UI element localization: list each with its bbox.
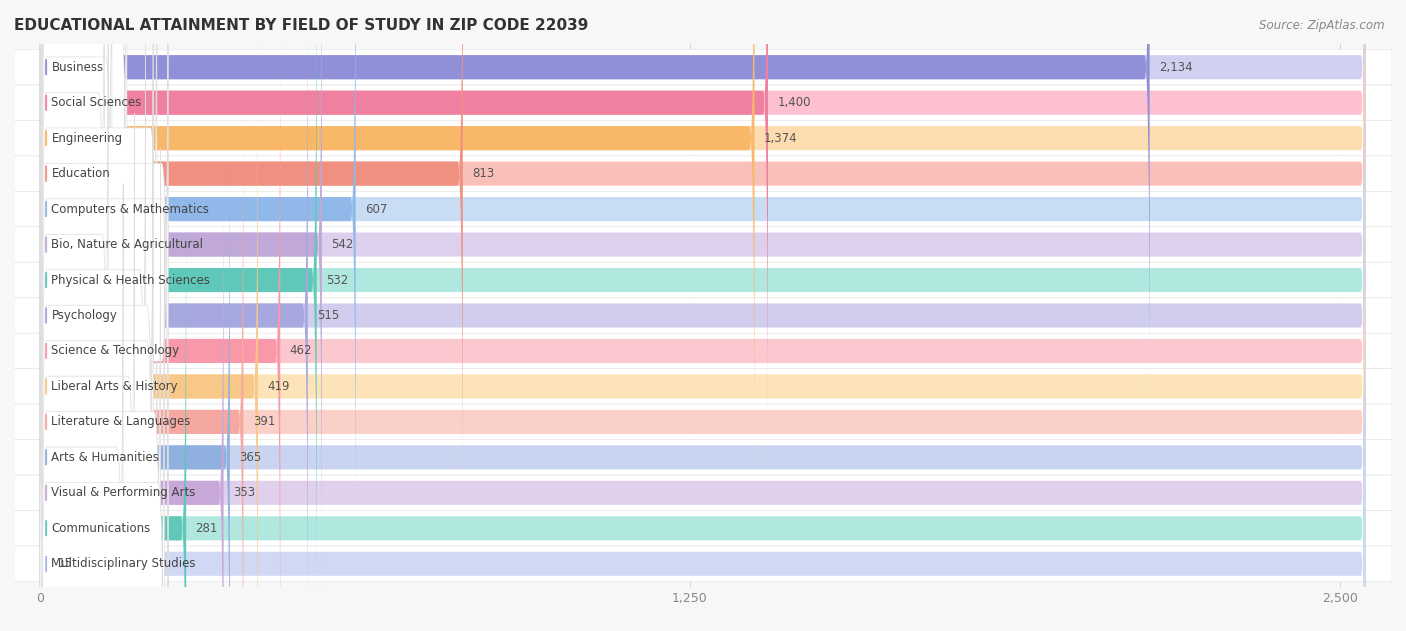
Text: Communications: Communications (52, 522, 150, 535)
Text: 1,400: 1,400 (778, 96, 811, 109)
Text: Arts & Humanities: Arts & Humanities (52, 451, 159, 464)
FancyBboxPatch shape (39, 186, 186, 631)
FancyBboxPatch shape (39, 42, 153, 631)
FancyBboxPatch shape (14, 262, 1392, 298)
FancyBboxPatch shape (39, 8, 1367, 631)
FancyBboxPatch shape (14, 85, 1392, 121)
FancyBboxPatch shape (39, 150, 224, 631)
FancyBboxPatch shape (39, 150, 1367, 631)
FancyBboxPatch shape (39, 44, 257, 631)
FancyBboxPatch shape (39, 0, 169, 589)
FancyBboxPatch shape (39, 80, 1367, 631)
FancyBboxPatch shape (39, 0, 108, 631)
FancyBboxPatch shape (14, 298, 1392, 333)
FancyBboxPatch shape (39, 0, 1367, 481)
FancyBboxPatch shape (39, 0, 157, 553)
Text: 353: 353 (233, 487, 254, 499)
FancyBboxPatch shape (39, 6, 146, 631)
Text: Science & Technology: Science & Technology (52, 345, 180, 358)
FancyBboxPatch shape (39, 0, 1367, 410)
FancyBboxPatch shape (39, 113, 135, 631)
FancyBboxPatch shape (39, 0, 1367, 631)
FancyBboxPatch shape (14, 333, 1392, 369)
Text: Business: Business (52, 61, 104, 74)
Text: 15: 15 (58, 557, 72, 570)
Text: 281: 281 (195, 522, 218, 535)
FancyBboxPatch shape (39, 78, 153, 631)
Text: 542: 542 (332, 238, 353, 251)
Text: Source: ZipAtlas.com: Source: ZipAtlas.com (1260, 19, 1385, 32)
FancyBboxPatch shape (39, 0, 322, 587)
FancyBboxPatch shape (14, 369, 1392, 404)
Text: Physical & Health Sciences: Physical & Health Sciences (52, 273, 211, 286)
Text: Engineering: Engineering (52, 132, 122, 144)
FancyBboxPatch shape (14, 546, 1392, 582)
FancyBboxPatch shape (14, 121, 1392, 156)
FancyBboxPatch shape (39, 8, 280, 631)
Text: 515: 515 (318, 309, 339, 322)
FancyBboxPatch shape (14, 227, 1392, 262)
Text: Psychology: Psychology (52, 309, 117, 322)
FancyBboxPatch shape (39, 186, 1367, 631)
Text: 391: 391 (253, 415, 276, 428)
FancyBboxPatch shape (39, 0, 308, 631)
FancyBboxPatch shape (39, 0, 356, 551)
Text: Literature & Languages: Literature & Languages (52, 415, 191, 428)
FancyBboxPatch shape (39, 220, 165, 631)
Text: 2,134: 2,134 (1159, 61, 1192, 74)
FancyBboxPatch shape (39, 0, 1367, 516)
FancyBboxPatch shape (39, 80, 243, 631)
Text: 462: 462 (290, 345, 312, 358)
FancyBboxPatch shape (14, 475, 1392, 510)
FancyBboxPatch shape (39, 115, 229, 631)
FancyBboxPatch shape (14, 49, 1392, 85)
FancyBboxPatch shape (14, 156, 1392, 191)
FancyBboxPatch shape (39, 221, 1367, 631)
FancyBboxPatch shape (39, 0, 169, 625)
Text: 607: 607 (366, 203, 388, 216)
FancyBboxPatch shape (39, 0, 316, 623)
FancyBboxPatch shape (39, 0, 1367, 551)
FancyBboxPatch shape (14, 404, 1392, 440)
FancyBboxPatch shape (39, 0, 112, 483)
FancyBboxPatch shape (39, 0, 768, 445)
FancyBboxPatch shape (39, 0, 1367, 587)
Text: 813: 813 (472, 167, 495, 180)
Text: Bio, Nature & Agricultural: Bio, Nature & Agricultural (52, 238, 204, 251)
FancyBboxPatch shape (14, 510, 1392, 546)
FancyBboxPatch shape (39, 0, 1150, 410)
FancyBboxPatch shape (39, 115, 1367, 631)
Text: 532: 532 (326, 273, 349, 286)
FancyBboxPatch shape (39, 184, 124, 631)
FancyBboxPatch shape (39, 0, 463, 516)
Text: EDUCATIONAL ATTAINMENT BY FIELD OF STUDY IN ZIP CODE 22039: EDUCATIONAL ATTAINMENT BY FIELD OF STUDY… (14, 18, 589, 33)
FancyBboxPatch shape (14, 191, 1392, 227)
Text: 365: 365 (239, 451, 262, 464)
Text: 1,374: 1,374 (763, 132, 797, 144)
Text: Liberal Arts & History: Liberal Arts & History (52, 380, 179, 393)
FancyBboxPatch shape (39, 0, 1367, 445)
FancyBboxPatch shape (39, 44, 1367, 631)
Text: Social Sciences: Social Sciences (52, 96, 142, 109)
Text: Visual & Performing Arts: Visual & Performing Arts (52, 487, 195, 499)
FancyBboxPatch shape (39, 0, 755, 481)
FancyBboxPatch shape (39, 0, 1367, 623)
Text: Multidisciplinary Studies: Multidisciplinary Studies (52, 557, 195, 570)
FancyBboxPatch shape (14, 440, 1392, 475)
FancyBboxPatch shape (39, 0, 127, 447)
FancyBboxPatch shape (39, 0, 101, 411)
FancyBboxPatch shape (39, 148, 160, 631)
FancyBboxPatch shape (39, 0, 104, 518)
Text: Computers & Mathematics: Computers & Mathematics (52, 203, 209, 216)
Text: 419: 419 (267, 380, 290, 393)
Text: Education: Education (52, 167, 110, 180)
